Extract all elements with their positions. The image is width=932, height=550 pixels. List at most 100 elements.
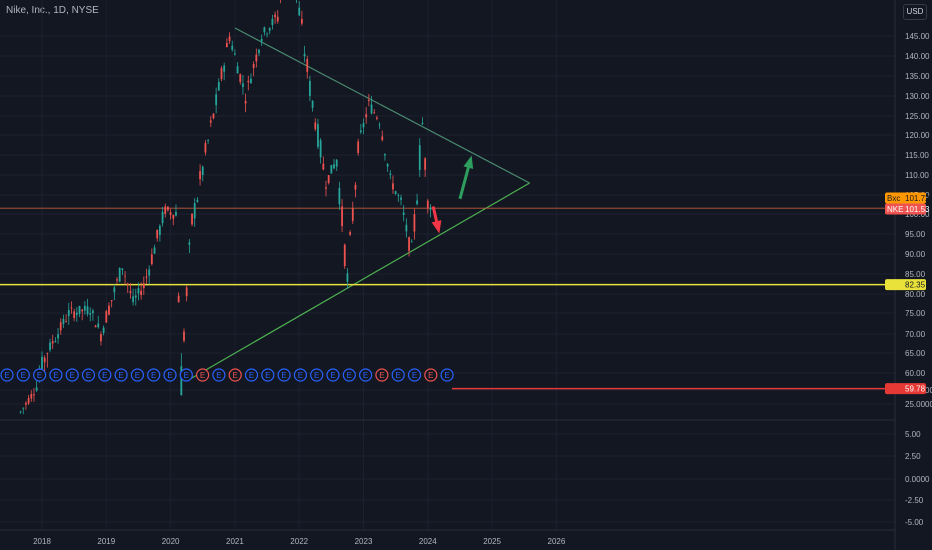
earnings-marker-label: E [216, 371, 221, 380]
candle [426, 198, 429, 214]
candle [400, 194, 402, 206]
candle [124, 270, 126, 285]
y-tick-label: 80.00 [905, 290, 926, 299]
candle [255, 48, 258, 68]
earnings-marker-label: E [102, 371, 107, 380]
earnings-marker: E [375, 368, 389, 382]
y-tick-label: 95.00 [905, 230, 926, 239]
y-tick-label: 90.00 [905, 250, 926, 259]
candle [225, 38, 228, 48]
candle [384, 153, 386, 161]
candle [311, 100, 314, 112]
grid [0, 0, 895, 530]
candle [62, 314, 65, 328]
x-tick-label: 2026 [548, 537, 566, 546]
candle [148, 265, 151, 285]
y-tick-label: -5.00 [905, 518, 924, 527]
earnings-marker: E [49, 368, 63, 382]
y-tick-label: 130.00 [905, 92, 930, 101]
candle [175, 204, 177, 217]
earnings-marker: E [212, 368, 226, 382]
candle [338, 181, 341, 210]
candle [314, 118, 317, 132]
candle [421, 117, 424, 125]
candle [204, 140, 207, 156]
earnings-marker: E [16, 368, 30, 382]
candle [239, 73, 242, 85]
earnings-marker-label: E [428, 371, 433, 380]
candle [22, 407, 25, 415]
candle [252, 61, 255, 77]
y-tick-label: 145.00 [905, 32, 930, 41]
candle [389, 170, 392, 180]
price-tag-value: 59.78 [905, 385, 926, 394]
candle [367, 93, 370, 107]
bid-price-label: Bxc 101.72 [885, 192, 930, 204]
candle [100, 331, 102, 346]
y-tick-label: 75.00 [905, 309, 926, 318]
earnings-marker: E [196, 368, 210, 382]
earnings-marker: E [114, 368, 128, 382]
earnings-marker: E [98, 368, 112, 382]
candle [416, 193, 418, 206]
y-tick-label: 85.00 [905, 270, 926, 279]
arrow-down [431, 206, 442, 234]
y-tick-label: 0.0000 [905, 475, 930, 484]
candle [65, 314, 68, 323]
y-tick-label: 115.00 [905, 151, 929, 160]
candle [86, 298, 89, 317]
candle [118, 267, 121, 283]
trendline-lower [186, 182, 530, 382]
candle [150, 248, 153, 266]
candle [322, 156, 325, 171]
earnings-marker-label: E [444, 371, 449, 380]
last-price-label: NKE 101.53 [885, 203, 930, 215]
price-tag-value: 101.72 [905, 194, 930, 203]
candle [67, 302, 70, 325]
earnings-marker-label: E [151, 371, 156, 380]
candle [242, 74, 244, 95]
candle [280, 0, 281, 4]
candle [397, 193, 400, 202]
candle [212, 113, 215, 120]
candle [164, 203, 167, 218]
candle [223, 62, 226, 81]
candle [266, 32, 268, 38]
earnings-marker-label: E [4, 371, 9, 380]
candle [191, 213, 193, 227]
candle [330, 164, 333, 174]
earnings-marker: E [81, 368, 96, 382]
x-tick-label: 2025 [483, 537, 501, 546]
candle [250, 73, 252, 84]
currency-button[interactable]: USD [903, 4, 927, 20]
horizontal-lines [0, 207, 895, 390]
earnings-marker-label: E [70, 371, 75, 380]
earnings-marker-label: E [86, 371, 91, 380]
earnings-marker: E [359, 368, 373, 382]
earnings-marker-label: E [53, 371, 58, 380]
y-tick-label: 65.00 [905, 349, 926, 358]
candle [49, 338, 51, 352]
earnings-marker: E [424, 368, 438, 382]
trendline-upper [234, 27, 530, 184]
earnings-marker: E [310, 368, 324, 382]
y-tick-label: 125.00 [905, 112, 930, 121]
earnings-marker-label: E [21, 371, 26, 380]
earnings-marker: E [228, 368, 242, 382]
candle [177, 292, 180, 303]
earnings-marker-label: E [265, 371, 270, 380]
y-tick-label: -2.50 [905, 496, 924, 505]
y-tick-label: 70.00 [905, 330, 926, 339]
candle [132, 288, 134, 306]
candle [298, 0, 301, 17]
price-tag-symbol: Bxc [887, 194, 900, 203]
candle [161, 206, 164, 227]
candle [51, 334, 54, 349]
earnings-marker: E [163, 368, 177, 382]
candle [386, 163, 389, 172]
candle [140, 282, 143, 300]
candle [158, 223, 161, 242]
candle [78, 305, 81, 318]
